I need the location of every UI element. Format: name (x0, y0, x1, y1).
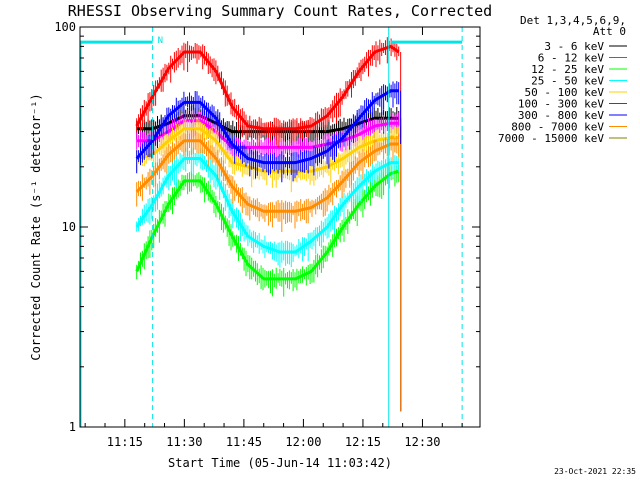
legend-label: 800 - 7000 keV (511, 121, 604, 134)
series-noise (136, 147, 400, 268)
series-800-7000keV (135, 129, 402, 412)
legend-label: 50 - 100 keV (525, 86, 605, 99)
legend-label: 6 - 12 keV (538, 52, 605, 65)
y-tick-label: 10 (62, 220, 76, 234)
y-axis-label: Corrected Count Rate (s⁻¹ detector⁻¹) (29, 93, 43, 360)
x-axis-label: Start Time (05-Jun-14 11:03:42) (168, 456, 392, 470)
chart-title: RHESSI Observing Summary Count Rates, Co… (68, 2, 492, 20)
legend-label: 12 - 25 keV (531, 63, 604, 76)
legend-label: 25 - 50 keV (531, 75, 604, 88)
timestamp: 23-Oct-2021 22:35 (554, 467, 636, 476)
series-noise (136, 129, 400, 232)
series-noise (136, 37, 400, 148)
plot-frame (79, 26, 481, 428)
x-tick-label: 11:15 (107, 435, 143, 449)
legend-label: 3 - 6 keV (544, 40, 604, 53)
legend-header-2: Att 0 (593, 25, 626, 38)
legend-label: 300 - 800 keV (518, 109, 604, 122)
legend-label: 7000 - 15000 keV (498, 132, 604, 145)
x-tick-label: 12:15 (345, 435, 381, 449)
x-tick-label: 11:30 (166, 435, 202, 449)
plot-area: N (79, 26, 481, 428)
x-tick-label: 12:30 (404, 435, 440, 449)
x-tick-label: 11:45 (226, 435, 262, 449)
series-noise (136, 162, 400, 297)
attenuator-marker: N (158, 36, 163, 46)
series-noise (136, 81, 400, 183)
x-tick-label: 12:00 (285, 435, 321, 449)
y-tick-label: 100 (54, 20, 76, 34)
legend-label: 100 - 300 keV (518, 98, 604, 111)
legend-header-1: Det 1,3,4,5,6,9, (520, 14, 626, 27)
y-tick-label: 1 (69, 420, 76, 434)
